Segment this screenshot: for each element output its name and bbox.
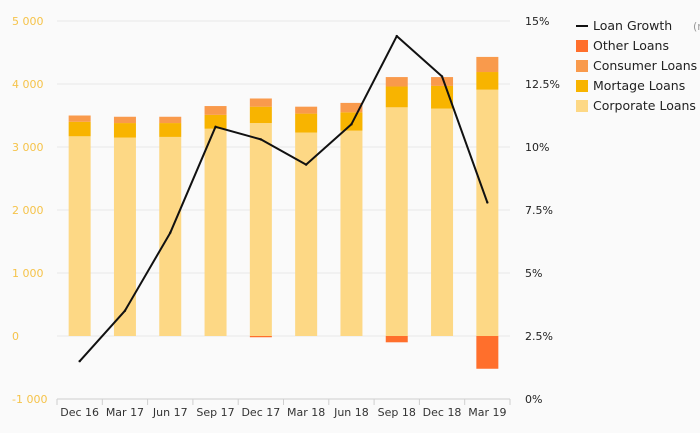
bar-consumer-loans <box>249 98 272 107</box>
loan-growth-point <box>395 34 398 38</box>
x-tick-label: Sep 18 <box>378 406 416 419</box>
x-tick-label: Mar 17 <box>106 406 144 419</box>
legend-swatch <box>576 40 588 52</box>
bar-consumer-loans <box>385 77 408 87</box>
loan-growth-point <box>440 75 444 78</box>
loan-growth-point <box>214 125 217 129</box>
legend-item-consumer-loans: Consumer Loans <box>576 58 697 73</box>
left-axis: -1 000 0 1 000 2 000 3 000 4 000 5 000 <box>12 15 47 406</box>
legend-label: Consumer Loans <box>593 58 697 73</box>
bar-consumer-loans <box>295 106 318 114</box>
y-right-tick-label: 10% <box>525 141 549 154</box>
legend-label: Mortage Loans <box>593 78 685 93</box>
bar-corporate-loans <box>340 130 363 336</box>
bar-mortage-loans <box>204 114 227 129</box>
x-tick-label: Jun 18 <box>333 406 369 419</box>
bar-corporate-loans <box>204 128 227 336</box>
bar-consumer-loans <box>476 56 499 73</box>
bar-other-loans <box>385 336 408 343</box>
bar-corporate-loans <box>68 136 91 336</box>
y-right-tick-label: 5% <box>525 267 542 280</box>
loan-growth-point <box>78 360 81 363</box>
bar-mortage-loans <box>340 112 363 131</box>
legend-item-other-loans: Other Loans <box>576 38 669 53</box>
bar-consumer-loans <box>431 77 454 86</box>
legend-item-corporate-loans: Corporate Loans <box>576 98 696 113</box>
x-tick-label: Dec 17 <box>241 406 280 419</box>
y-right-tick-label: 7.5% <box>525 204 553 217</box>
loan-growth-point <box>350 123 353 126</box>
bar-mortage-loans <box>113 123 136 138</box>
right-axis: 0% 2.5% 5% 7.5% 10% 12.5% 15% <box>525 15 560 406</box>
y-left-tick-label: -1 000 <box>12 393 47 406</box>
bar-consumer-loans <box>204 106 227 115</box>
bar-corporate-loans <box>249 123 272 336</box>
legend-swatch <box>576 80 588 92</box>
bar-mortage-loans <box>476 72 499 90</box>
y-left-tick-label: 3 000 <box>12 141 44 154</box>
legend-item-mortage-loans: Mortage Loans <box>576 78 685 93</box>
y-right-tick-label: 0% <box>525 393 542 406</box>
y-left-tick-label: 2 000 <box>12 204 44 217</box>
loan-growth-point <box>304 163 308 166</box>
x-tick-label: Dec 18 <box>423 406 462 419</box>
legend: Loan Growth (rhs) Other Loans Consumer Loan… <box>576 18 700 113</box>
bar-corporate-loans <box>385 107 408 336</box>
y-left-tick-label: 0 <box>12 330 19 343</box>
bar-mortage-loans <box>249 106 272 124</box>
bar-mortage-loans <box>295 113 318 133</box>
y-right-tick-label: 12.5% <box>525 78 560 91</box>
loan-growth-point <box>169 231 172 234</box>
legend-swatch <box>576 100 588 112</box>
bar-consumer-loans <box>68 115 91 122</box>
loan-growth-polyline <box>78 35 489 362</box>
legend-swatch <box>576 60 588 72</box>
legend-label: Corporate Loans <box>593 98 696 113</box>
y-right-tick-label: 2.5% <box>525 330 553 343</box>
bar-other-loans <box>476 336 499 369</box>
x-tick-label: Mar 18 <box>287 406 325 419</box>
legend-item-loan-growth: Loan Growth (rhs) <box>576 18 700 33</box>
y-left-tick-label: 4 000 <box>12 78 44 91</box>
legend-label: Other Loans <box>593 38 669 53</box>
bar-mortage-loans <box>385 86 408 108</box>
stacked-bars <box>68 56 499 369</box>
bar-mortage-loans <box>159 123 182 137</box>
loan-growth-point <box>486 201 489 204</box>
bar-corporate-loans <box>476 89 499 336</box>
loan-growth-line <box>78 34 489 363</box>
bar-corporate-loans <box>431 108 454 336</box>
x-tick-label: Mar 19 <box>468 406 506 419</box>
bar-consumer-loans <box>113 116 136 124</box>
x-tick-label: Sep 17 <box>196 406 234 419</box>
bar-corporate-loans <box>113 137 136 336</box>
bar-mortage-loans <box>68 121 91 137</box>
x-axis: Dec 16 Mar 17 Jun 17 Sep 17 Dec 17 Mar 18 Jun … <box>56 398 511 419</box>
y-left-tick-label: 5 000 <box>12 15 44 28</box>
bar-corporate-loans <box>295 132 318 336</box>
x-tick-label: Jun 17 <box>152 406 188 419</box>
x-tick-label: Dec 16 <box>60 406 99 419</box>
loan-growth-point <box>123 309 127 312</box>
legend-label: Loan Growth <box>593 18 672 33</box>
legend-label-note: (rhs) <box>693 20 700 33</box>
bar-other-loans <box>249 336 272 338</box>
bar-corporate-loans <box>159 136 182 336</box>
loan-growth-point <box>259 138 263 141</box>
y-right-tick-label: 15% <box>525 15 549 28</box>
bar-consumer-loans <box>159 116 182 124</box>
y-left-tick-label: 1 000 <box>12 267 44 280</box>
bar-consumer-loans <box>340 102 363 113</box>
